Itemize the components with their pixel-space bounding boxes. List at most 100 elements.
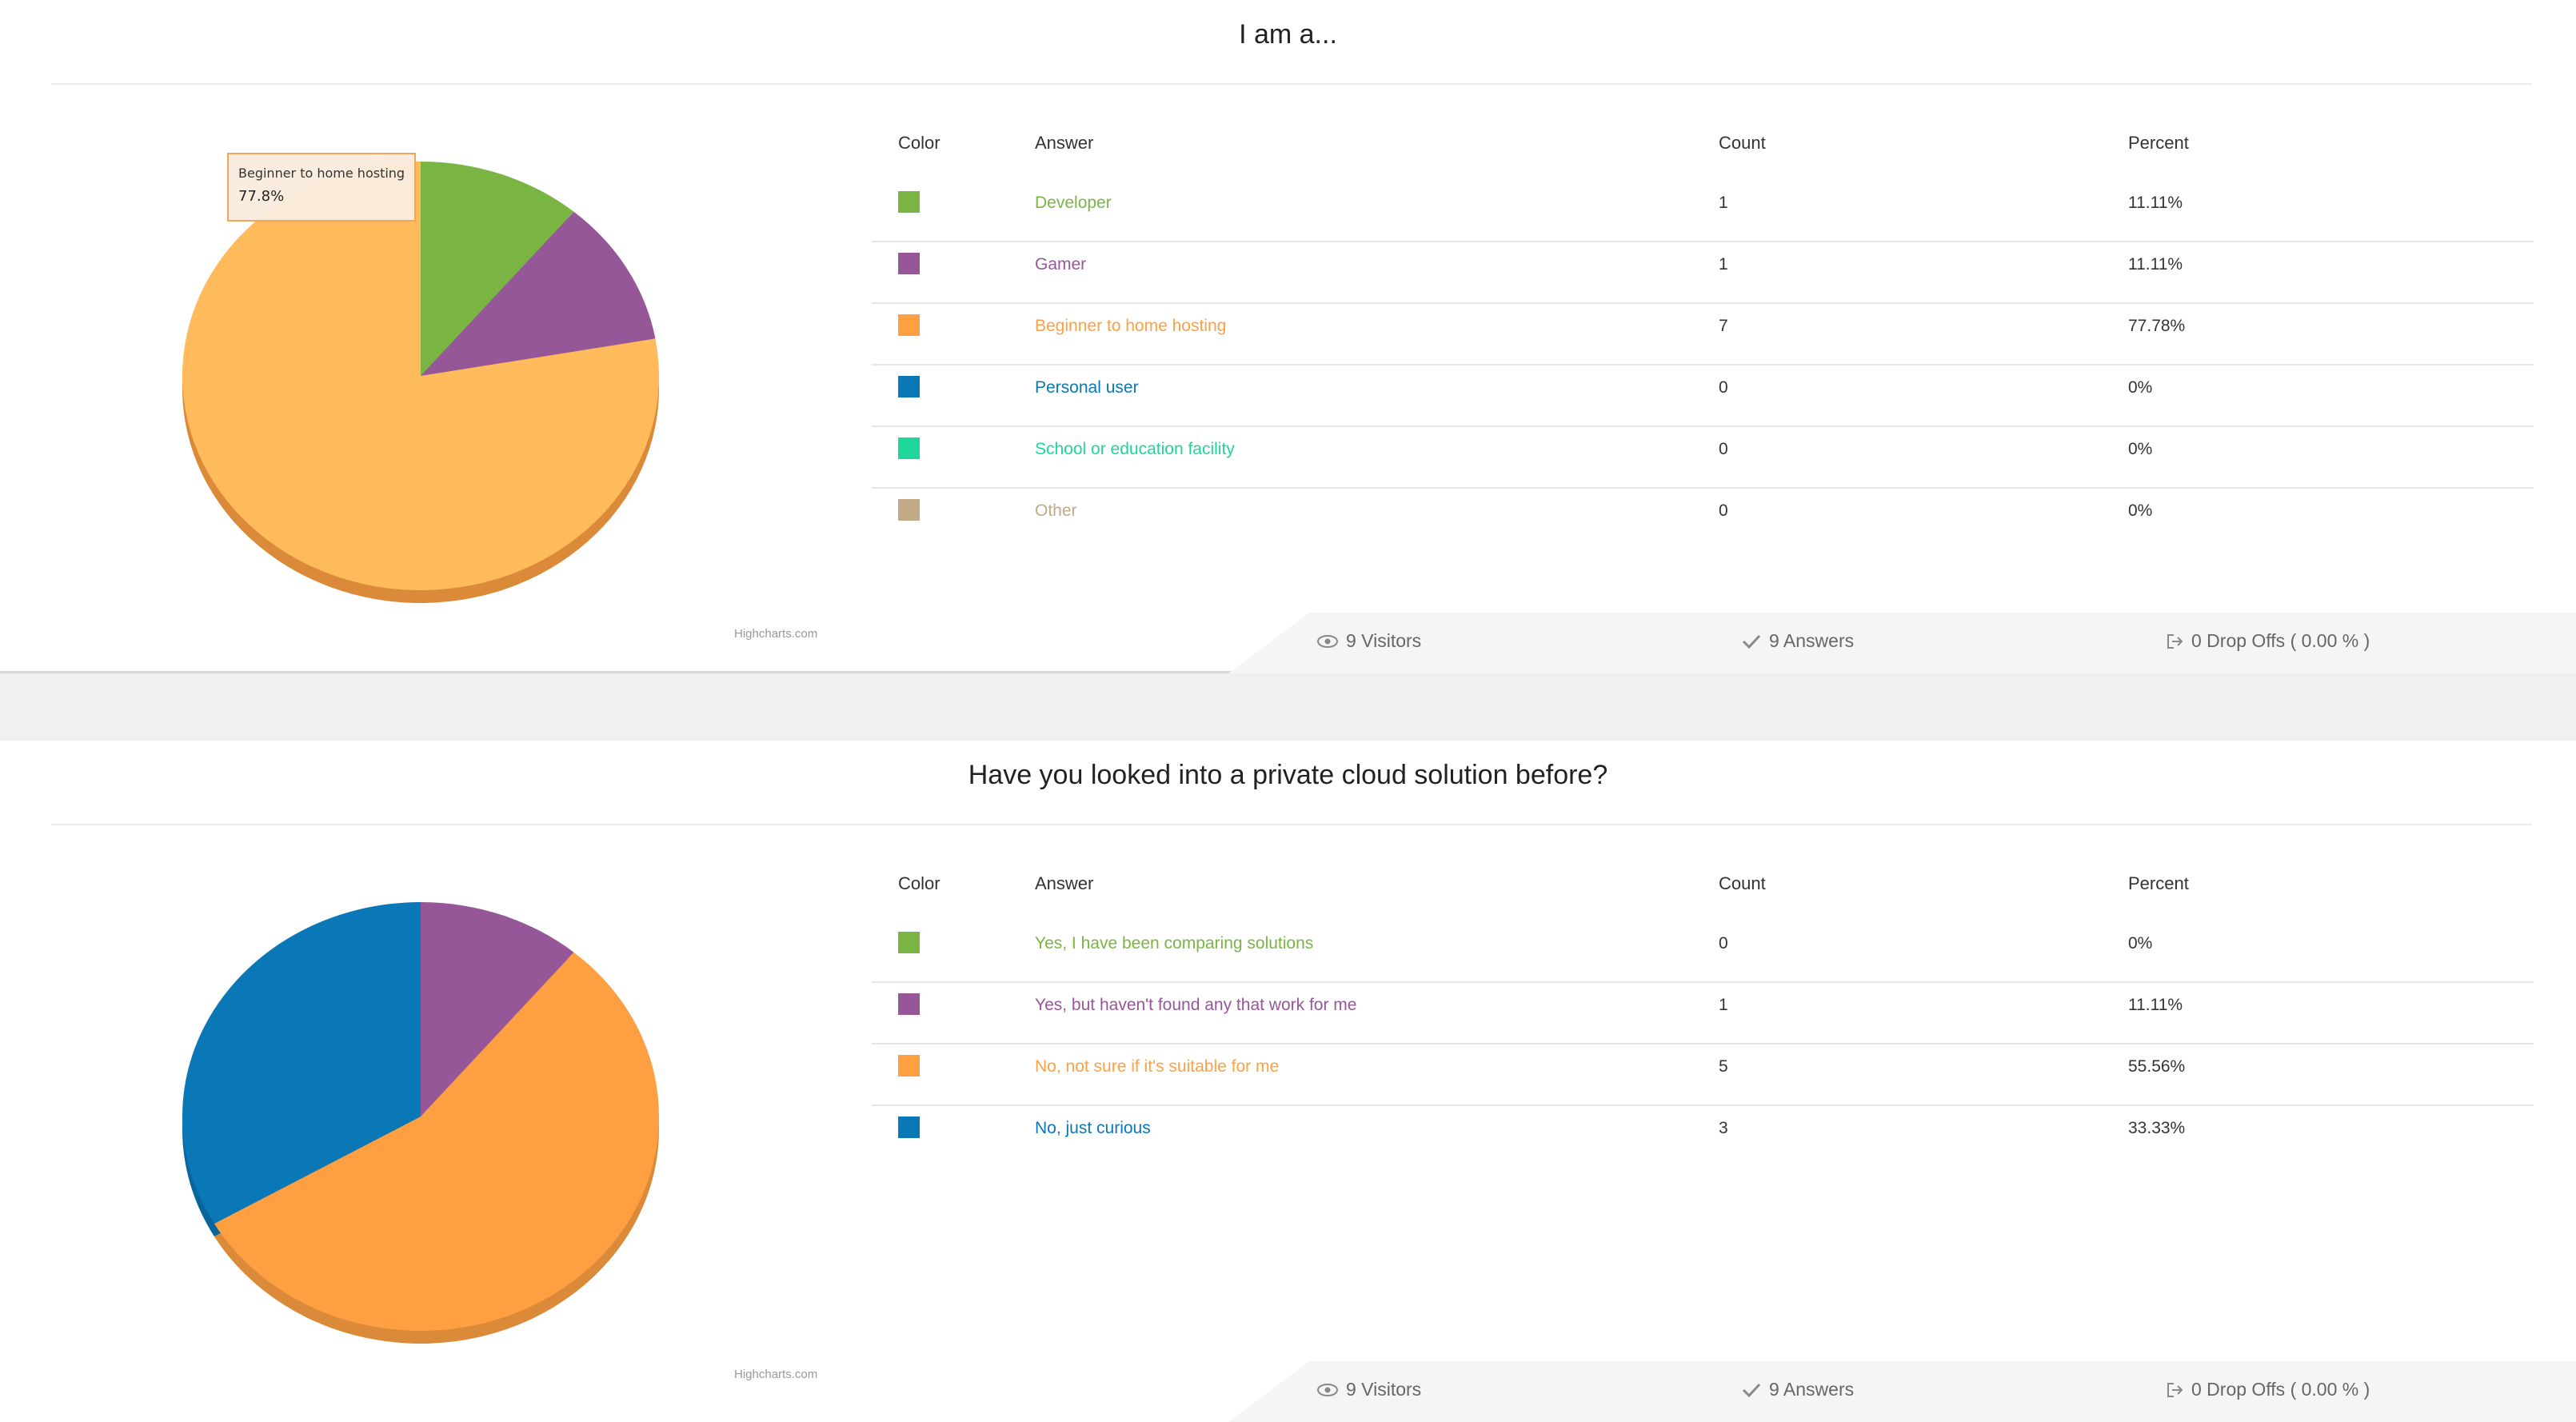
answer-table: Color Answer Count Percent Yes, I have b… [872, 861, 2534, 1166]
chart-tooltip: Beginner to home hosting 77.8% [227, 153, 416, 222]
header-percent: Percent [2128, 873, 2189, 893]
answer-label: No, not sure if it's suitable for me [1035, 1057, 1280, 1076]
answer-count: 3 [1719, 1119, 1728, 1137]
pie-slice[interactable] [182, 902, 421, 1224]
answer-percent: 11.11% [2128, 194, 2183, 212]
answer-label: School or education facility [1035, 440, 1235, 458]
pie-slice[interactable] [421, 211, 656, 376]
color-swatch [898, 1055, 920, 1076]
table-header: Color Answer Count Percent [872, 120, 2534, 181]
answer-count: 1 [1719, 194, 1728, 212]
header-answer: Answer [1035, 133, 1094, 153]
answer-label: Gamer [1035, 255, 1087, 274]
question-panel-2: Have you looked into a private cloud sol… [0, 741, 2576, 1422]
visitors-stat: 9 Visitors [1317, 1379, 1421, 1400]
header-percent: Percent [2128, 133, 2189, 153]
answer-label: No, just curious [1035, 1119, 1151, 1137]
color-swatch [898, 1116, 920, 1138]
sign-out-icon [2166, 1381, 2183, 1399]
answer-percent: 0% [2128, 440, 2153, 458]
color-swatch [898, 437, 920, 459]
eye-icon [1317, 1383, 1338, 1396]
table-row: Gamer 1 11.11% [872, 242, 2534, 304]
color-swatch [898, 993, 920, 1015]
dropoffs-count: 0 Drop Offs ( 0.00 % ) [2191, 1379, 2370, 1400]
answers-count: 9 Answers [1769, 1379, 1855, 1400]
answer-count: 5 [1719, 1057, 1728, 1076]
header-color: Color [898, 873, 941, 893]
color-swatch [898, 191, 920, 213]
sign-out-icon [2166, 633, 2183, 650]
answer-percent: 0% [2128, 378, 2153, 397]
dropoffs-stat: 0 Drop Offs ( 0.00 % ) [2166, 630, 2370, 652]
answer-percent: 0% [2128, 501, 2153, 520]
table-row: Beginner to home hosting 7 77.78% [872, 304, 2534, 365]
answer-count: 0 [1719, 934, 1728, 953]
table-row: No, not sure if it's suitable for me 5 55.… [872, 1045, 2534, 1106]
visitors-count: 9 Visitors [1346, 1379, 1422, 1400]
answers-stat: 9 Answers [1742, 630, 1854, 652]
pie-slice[interactable] [421, 162, 574, 376]
header-count: Count [1719, 873, 1766, 893]
section-gap [0, 673, 2576, 741]
question-title: Have you looked into a private cloud sol… [968, 760, 1608, 790]
answer-percent: 77.78% [2128, 317, 2186, 335]
header-answer: Answer [1035, 873, 1094, 893]
question-title: I am a... [1239, 19, 1337, 50]
table-row: School or education facility 0 0% [872, 427, 2534, 489]
stats-bar: 9 Visitors 9 Answers 0 Drop Offs ( 0.00 … [1228, 613, 2576, 673]
pie-chart[interactable] [0, 869, 848, 1364]
answer-count: 0 [1719, 378, 1728, 397]
table-row: Yes, I have been comparing solutions 0 0% [872, 921, 2534, 983]
answers-stat: 9 Answers [1742, 1379, 1854, 1400]
color-swatch [898, 253, 920, 274]
pie-slice[interactable] [182, 162, 659, 591]
color-swatch [898, 932, 920, 953]
check-icon [1742, 1382, 1761, 1398]
divider [51, 824, 2532, 825]
check-icon [1742, 633, 1761, 649]
answer-count: 1 [1719, 996, 1728, 1014]
highcharts-credit-link[interactable]: Highcharts.com [734, 627, 818, 641]
tooltip-label: Beginner to home hosting [238, 166, 405, 181]
tooltip-value: 77.8% [238, 188, 285, 205]
question-panel-1: I am a... Beginner to home hosting 77.8%… [0, 0, 2576, 673]
answer-label: Yes, but haven't found any that work for… [1035, 996, 1357, 1014]
header-count: Count [1719, 133, 1766, 153]
answer-table: Color Answer Count Percent Developer 1 11.… [872, 120, 2534, 549]
color-swatch [898, 499, 920, 521]
answer-label: Other [1035, 501, 1077, 520]
answer-percent: 0% [2128, 934, 2153, 953]
answer-count: 1 [1719, 255, 1728, 274]
stats-bar: 9 Visitors 9 Answers 0 Drop Offs ( 0.00 … [1228, 1361, 2576, 1422]
table-row: Personal user 0 0% [872, 365, 2534, 427]
pie-chart[interactable] [0, 128, 848, 624]
table-row: Yes, but haven't found any that work for… [872, 983, 2534, 1045]
table-body: Developer 1 11.11% Gamer 1 11.11% Beginner to … [872, 181, 2534, 549]
answer-count: 0 [1719, 501, 1728, 520]
dropoffs-stat: 0 Drop Offs ( 0.00 % ) [2166, 1379, 2370, 1400]
answer-percent: 11.11% [2128, 996, 2183, 1014]
answer-label: Yes, I have been comparing solutions [1035, 934, 1314, 953]
answers-count: 9 Answers [1769, 630, 1855, 651]
header-color: Color [898, 133, 941, 153]
visitors-stat: 9 Visitors [1317, 630, 1421, 652]
answer-percent: 11.11% [2128, 255, 2183, 274]
pie-slice[interactable] [214, 952, 660, 1331]
answer-label: Beginner to home hosting [1035, 317, 1227, 335]
table-body: Yes, I have been comparing solutions 0 0% Y… [872, 921, 2534, 1166]
highcharts-credit-link[interactable]: Highcharts.com [734, 1368, 818, 1381]
color-swatch [898, 314, 920, 336]
eye-icon [1317, 634, 1338, 648]
table-header: Color Answer Count Percent [872, 861, 2534, 921]
table-row: Other 0 0% [872, 489, 2534, 549]
table-row: No, just curious 3 33.33% [872, 1106, 2534, 1166]
pie-slice[interactable] [421, 902, 574, 1116]
color-swatch [898, 376, 920, 397]
answer-percent: 55.56% [2128, 1057, 2186, 1076]
answer-label: Personal user [1035, 378, 1139, 397]
table-row: Developer 1 11.11% [872, 181, 2534, 242]
answer-label: Developer [1035, 194, 1112, 212]
answer-count: 7 [1719, 317, 1728, 335]
answer-percent: 33.33% [2128, 1119, 2186, 1137]
